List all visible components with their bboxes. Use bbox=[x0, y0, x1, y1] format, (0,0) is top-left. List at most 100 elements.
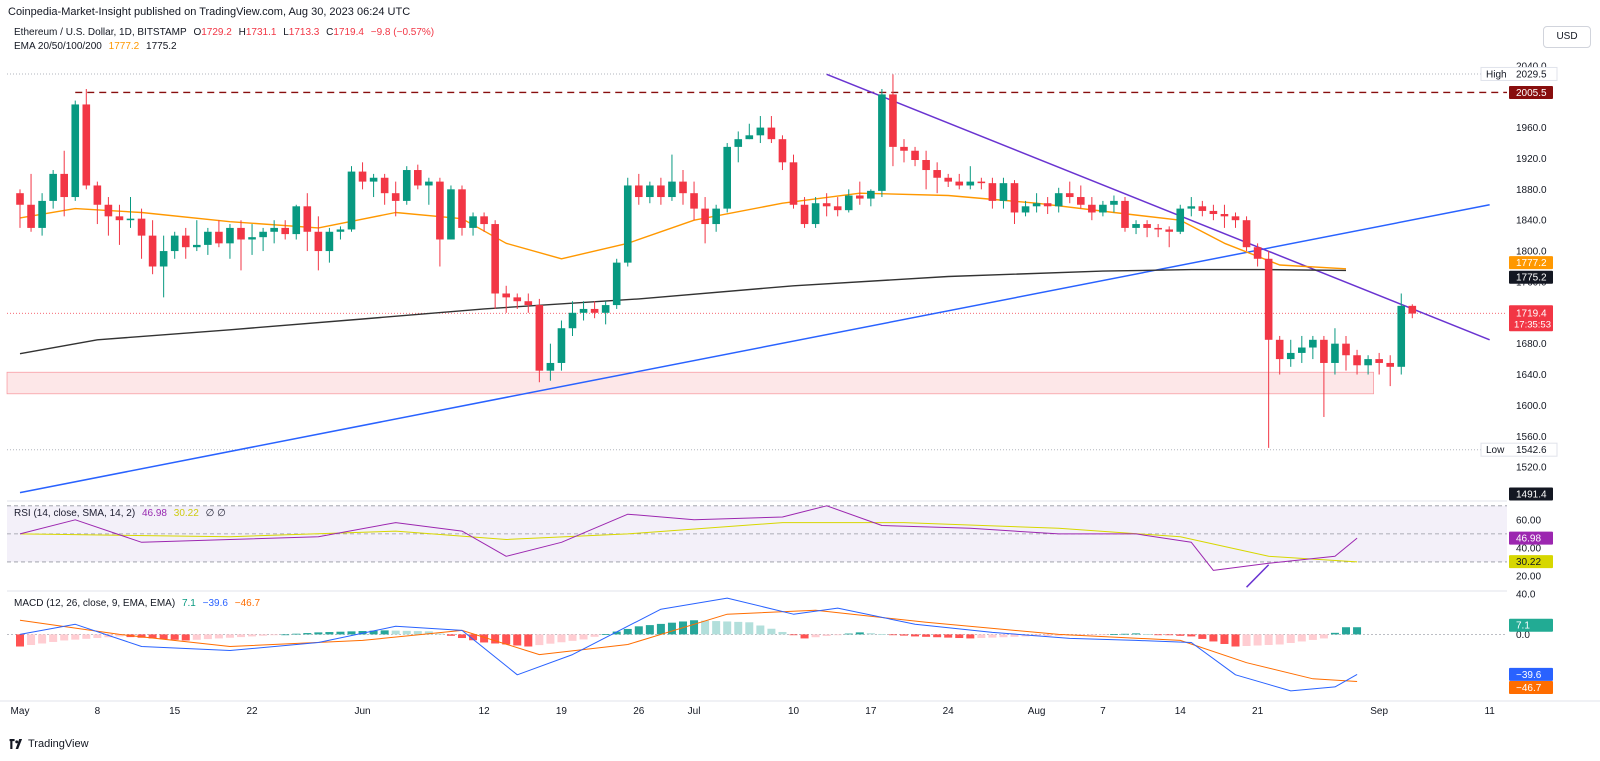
descending-trendline bbox=[826, 73, 1490, 341]
candle-body bbox=[60, 173, 68, 198]
macd-histogram-bar bbox=[60, 634, 69, 641]
candle-body bbox=[988, 183, 997, 201]
candle-body bbox=[900, 146, 908, 151]
macd-histogram-bar bbox=[303, 633, 312, 635]
footer-brand[interactable]: TradingView bbox=[28, 738, 89, 750]
symbol-title[interactable]: Ethereum / U.S. Dollar, 1D, BITSTAMP bbox=[14, 27, 187, 38]
time-tick-label: Jul bbox=[688, 706, 701, 717]
symbol-legend: Ethereum / U.S. Dollar, 1D, BITSTAMP O17… bbox=[14, 27, 438, 38]
macd-histogram-bar bbox=[756, 625, 765, 635]
rsi-label[interactable]: RSI (14, close, SMA, 14, 2) bbox=[14, 508, 135, 519]
candle-body bbox=[546, 362, 555, 371]
time-tick-label: 8 bbox=[95, 706, 101, 717]
ohlc-open: 1729.2 bbox=[201, 27, 232, 38]
macd-line bbox=[19, 597, 1358, 692]
footer: TradingView bbox=[8, 738, 89, 750]
candle-body bbox=[513, 297, 522, 302]
macd-label[interactable]: MACD (12, 26, close, 9, EMA, EMA) bbox=[14, 598, 176, 609]
time-tick-label: 17 bbox=[865, 706, 877, 717]
macd-histogram-bar bbox=[1143, 633, 1152, 635]
candle-body bbox=[16, 193, 24, 205]
candle-body bbox=[126, 218, 135, 221]
candle-body bbox=[248, 237, 256, 240]
candle-body bbox=[1253, 247, 1262, 259]
macd-histogram-bar bbox=[690, 620, 699, 635]
time-tick-label: Aug bbox=[1028, 706, 1046, 717]
candle-body bbox=[635, 185, 643, 198]
macd-line-tag: −39.6 bbox=[1516, 670, 1542, 681]
candle-body bbox=[137, 218, 146, 236]
candle-body bbox=[104, 204, 113, 217]
time-tick-label: Sep bbox=[1370, 706, 1388, 717]
time-tick-label: 14 bbox=[1175, 706, 1187, 717]
macd-histogram-bar bbox=[1165, 634, 1174, 636]
macd-histogram-bar bbox=[458, 634, 466, 639]
candle-body bbox=[535, 305, 544, 371]
ema200-line bbox=[19, 268, 1347, 355]
time-tick-label: 21 bbox=[1252, 706, 1264, 717]
macd-legend-line: −39.6 bbox=[202, 598, 228, 609]
low-tag-bg bbox=[1480, 442, 1558, 457]
macd-histogram-bar bbox=[137, 634, 146, 638]
candle-body bbox=[402, 170, 411, 201]
candle-body bbox=[668, 181, 676, 198]
macd-histogram-bar bbox=[314, 632, 323, 635]
macd-histogram-bar bbox=[358, 631, 367, 635]
candle-body bbox=[380, 177, 389, 194]
ema-label[interactable]: EMA 20/50/100/200 bbox=[14, 41, 102, 52]
high-tag-bg bbox=[1480, 66, 1558, 81]
candle-body bbox=[414, 170, 422, 186]
macd-histogram-bar bbox=[1054, 634, 1063, 636]
candle-body bbox=[347, 171, 356, 230]
macd-histogram-bar bbox=[1043, 634, 1052, 637]
candle-body bbox=[1088, 204, 1096, 213]
candle-body bbox=[1198, 206, 1207, 211]
candle-body bbox=[977, 181, 986, 184]
high-tag-label: High bbox=[1486, 69, 1507, 80]
macd-histogram-bar bbox=[424, 631, 433, 635]
candle-body bbox=[1176, 208, 1185, 232]
macd-histogram-bar bbox=[811, 634, 820, 638]
candle-body bbox=[1143, 224, 1151, 228]
macd-histogram-bar bbox=[259, 634, 268, 636]
candle-body bbox=[1264, 258, 1273, 340]
macd-histogram-bar bbox=[148, 634, 157, 639]
macd-histogram-bar bbox=[1087, 634, 1096, 636]
tradingview-logo-icon bbox=[9, 739, 23, 749]
candle-body bbox=[38, 200, 46, 228]
candle-body bbox=[71, 104, 80, 198]
macd-histogram-bar bbox=[557, 634, 566, 643]
candle-body bbox=[1099, 204, 1107, 213]
macd-signal-tag-bg bbox=[1509, 681, 1553, 695]
candle-body bbox=[270, 227, 278, 232]
macd-histogram-bar bbox=[667, 622, 676, 635]
candle-body bbox=[115, 216, 124, 221]
price-tick-label: 1600.0 bbox=[1516, 401, 1547, 412]
currency-button[interactable]: USD bbox=[1543, 26, 1591, 48]
candle-body bbox=[800, 204, 809, 225]
price-pane bbox=[6, 73, 1507, 494]
price-tick-label: 1520.0 bbox=[1516, 463, 1547, 474]
candle-body bbox=[1408, 305, 1417, 314]
candle-body bbox=[856, 195, 864, 199]
axes: 2040.0 1960.0 1920.0 1880.0 1840.0 1800.0 17 60… bbox=[0, 61, 1600, 717]
rsi-sma-tag: 30.22 bbox=[1516, 557, 1541, 568]
macd-histogram-bar bbox=[1297, 634, 1306, 642]
ascending-trendline bbox=[19, 204, 1490, 494]
candle-body bbox=[314, 231, 323, 252]
last-price-tag: 1719.4 bbox=[1516, 308, 1547, 319]
candle-body bbox=[1298, 347, 1306, 353]
candle-body bbox=[922, 160, 930, 171]
candle-body bbox=[1220, 214, 1229, 217]
rsi-value-tag: 46.98 bbox=[1516, 534, 1541, 545]
rsi-divergence-line bbox=[1246, 564, 1270, 588]
candle-body bbox=[557, 328, 566, 363]
macd-pane bbox=[7, 597, 1507, 692]
ema200-tag: 1775.2 bbox=[1516, 273, 1547, 284]
candle-body bbox=[601, 305, 610, 313]
ohlc-low-label: L bbox=[283, 27, 289, 38]
ohlc-high-label: H bbox=[238, 27, 246, 38]
macd-histogram-bar bbox=[181, 634, 190, 641]
macd-histogram-bar bbox=[601, 634, 610, 635]
